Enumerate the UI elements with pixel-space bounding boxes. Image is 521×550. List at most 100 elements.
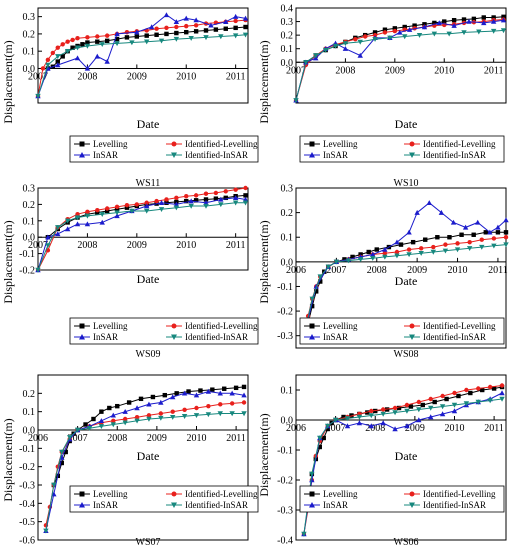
y-tick-label: 0.3 xyxy=(23,12,36,23)
x-tick-label: 2008 xyxy=(335,65,355,76)
series-line xyxy=(37,202,246,271)
data-point xyxy=(382,251,388,256)
legend-entry-label: InSAR xyxy=(323,150,348,160)
data-point xyxy=(479,237,484,242)
x-axis-label: Date xyxy=(395,449,418,463)
data-point xyxy=(325,264,332,270)
data-point xyxy=(404,402,410,408)
x-tick-label: 2007 xyxy=(28,240,48,251)
data-point xyxy=(213,27,219,32)
legend-box xyxy=(69,485,259,513)
data-point xyxy=(324,423,331,429)
data-point xyxy=(107,405,112,411)
x-tick-label: 2007 xyxy=(68,433,88,444)
data-point xyxy=(440,393,445,399)
data-point xyxy=(446,31,452,37)
x-tick-label: 2011 xyxy=(484,423,504,434)
data-point xyxy=(293,98,299,103)
x-tick-label: 2011 xyxy=(226,433,246,444)
data-point xyxy=(451,402,458,408)
data-point xyxy=(205,388,212,394)
data-point xyxy=(164,31,169,37)
data-point xyxy=(242,196,249,202)
data-point xyxy=(134,414,140,420)
y-axis-label: Displacement(m) xyxy=(1,40,15,123)
data-point xyxy=(91,416,96,422)
data-point xyxy=(394,249,400,255)
data-point xyxy=(223,19,229,25)
data-point xyxy=(193,198,199,203)
plot-frame xyxy=(37,187,249,271)
data-point xyxy=(451,18,457,23)
data-point xyxy=(374,247,379,252)
data-point xyxy=(193,413,200,419)
data-point xyxy=(232,200,239,206)
data-point xyxy=(322,47,329,53)
data-point xyxy=(476,386,481,391)
data-point xyxy=(60,54,65,59)
data-point xyxy=(491,386,497,391)
data-point xyxy=(217,390,223,396)
data-point xyxy=(418,251,424,256)
data-point xyxy=(213,196,219,201)
data-point xyxy=(86,425,93,431)
data-point xyxy=(122,416,128,422)
data-point xyxy=(439,411,446,417)
data-point xyxy=(85,35,90,40)
data-point xyxy=(471,232,476,237)
legend-swatch-marker xyxy=(409,323,415,329)
legend-swatch-marker xyxy=(309,334,315,340)
data-point xyxy=(70,45,75,50)
y-tick-label: 0.1 xyxy=(281,233,294,244)
data-point xyxy=(357,39,363,45)
data-point xyxy=(442,19,447,24)
data-point xyxy=(397,29,403,35)
data-point xyxy=(410,239,416,245)
y-tick-label: -0.1 xyxy=(19,444,35,455)
data-point xyxy=(45,62,51,68)
data-point xyxy=(500,28,507,34)
data-point xyxy=(233,385,239,391)
data-point xyxy=(158,200,165,205)
data-point xyxy=(164,200,169,205)
data-point xyxy=(483,230,489,235)
data-point xyxy=(451,408,458,414)
data-point xyxy=(213,190,219,196)
data-point xyxy=(243,24,248,30)
y-tick-label: 0.0 xyxy=(281,257,294,268)
data-point xyxy=(98,424,105,430)
data-point xyxy=(35,267,41,273)
legend-entry-label: Identified-InSAR xyxy=(423,500,486,510)
data-point xyxy=(396,405,402,411)
data-point xyxy=(144,208,150,214)
legend-box xyxy=(69,317,259,345)
data-point xyxy=(471,16,477,22)
data-point xyxy=(217,411,223,417)
y-tick-label: -0.3 xyxy=(277,331,293,342)
data-point xyxy=(342,46,349,51)
data-point xyxy=(392,26,398,31)
data-point xyxy=(104,33,110,38)
data-point xyxy=(115,403,120,409)
data-point xyxy=(74,215,81,221)
data-point xyxy=(380,407,386,412)
x-tick-label: 2006 xyxy=(286,265,306,276)
data-point xyxy=(124,205,130,210)
data-point xyxy=(146,416,152,422)
data-point xyxy=(404,408,410,414)
data-point xyxy=(193,17,199,23)
x-tick-label: 2010 xyxy=(448,265,468,276)
y-tick-label: 0.2 xyxy=(281,208,294,219)
data-point xyxy=(95,207,100,213)
legend-entry-label: InSAR xyxy=(323,332,348,342)
data-point xyxy=(232,33,239,39)
data-point xyxy=(173,19,180,25)
data-point xyxy=(503,242,509,248)
y-tick-label: -0.2 xyxy=(277,476,293,487)
data-point xyxy=(487,384,493,390)
data-point xyxy=(99,212,105,217)
data-point xyxy=(431,31,438,37)
data-point xyxy=(65,39,70,44)
data-point xyxy=(144,33,149,38)
data-point xyxy=(144,200,149,205)
